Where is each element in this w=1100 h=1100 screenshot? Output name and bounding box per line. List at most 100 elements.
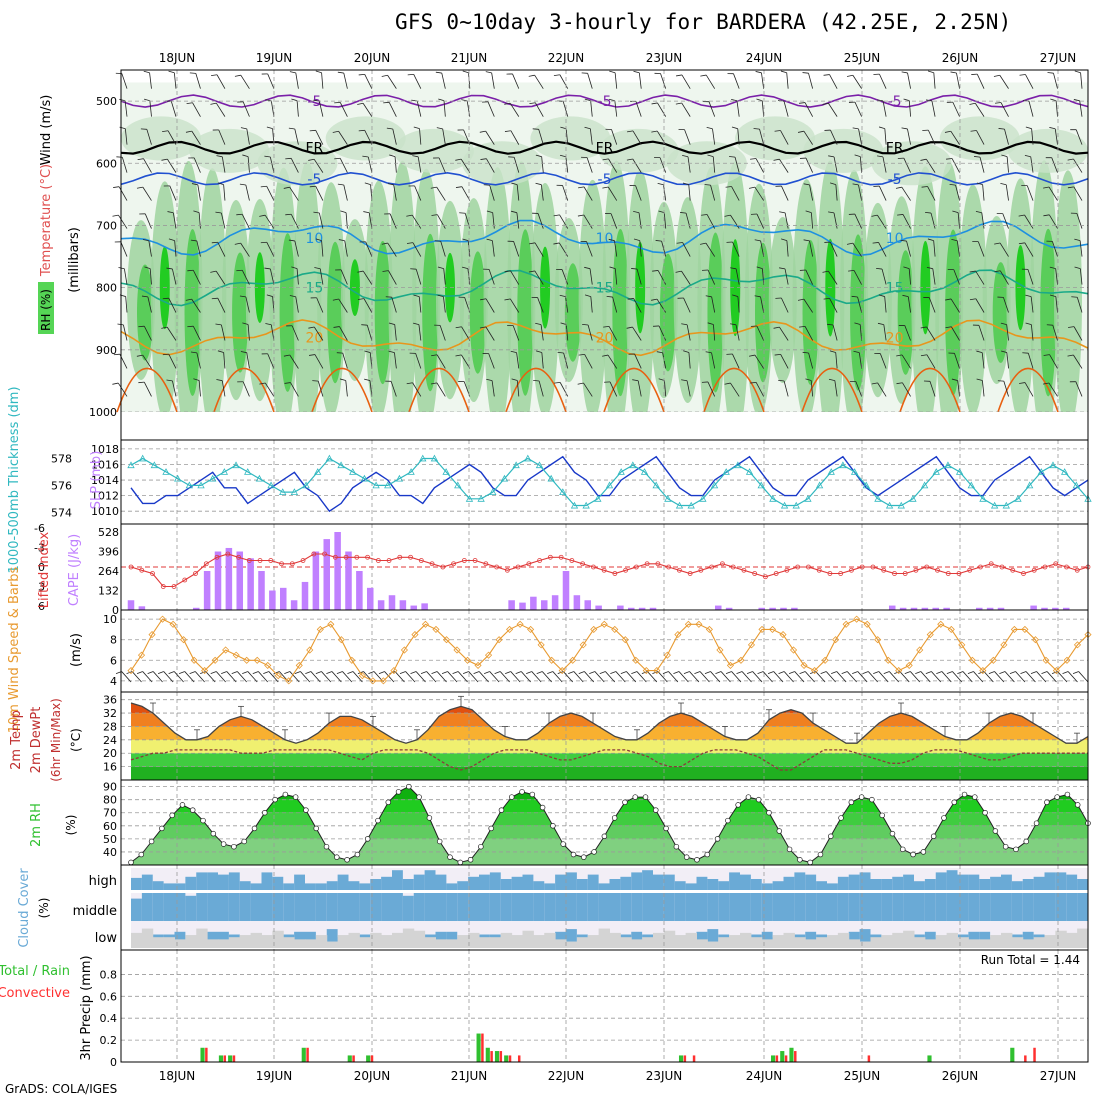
cloud-middle-cell xyxy=(772,893,784,921)
cloud-low-clear xyxy=(424,937,436,948)
rh2m-point xyxy=(941,815,947,821)
wind-barb xyxy=(430,382,446,397)
wind-barb xyxy=(259,382,275,397)
wind-barb xyxy=(1009,671,1026,683)
li-point xyxy=(279,561,284,567)
barb-staff xyxy=(1030,324,1034,341)
barb-staff xyxy=(927,129,936,145)
cloud-high-cell xyxy=(957,874,969,890)
barb-staff xyxy=(1055,296,1058,313)
wind-barb xyxy=(337,183,348,201)
barb-staff xyxy=(290,214,299,229)
temp-band xyxy=(131,753,1088,767)
isotherm-label: 20 xyxy=(886,330,904,346)
thickness-point xyxy=(500,474,509,482)
wind-barb xyxy=(581,156,593,173)
rh-upper-blob xyxy=(735,116,816,161)
barb-flag xyxy=(897,214,904,216)
barb-flag xyxy=(167,211,174,214)
wind-barb xyxy=(871,382,887,397)
wind-barb xyxy=(700,242,716,257)
wind-barb xyxy=(682,154,691,173)
barb-staff xyxy=(321,72,324,89)
barb-flag xyxy=(430,382,437,385)
barb-staff xyxy=(510,671,521,683)
barb-flag xyxy=(462,70,469,74)
wind-point xyxy=(642,667,650,675)
barb-staff xyxy=(1078,671,1089,683)
wind-point xyxy=(1010,625,1018,633)
wind-barb xyxy=(334,157,348,173)
barb-staff xyxy=(999,75,1009,89)
rh2m-point xyxy=(282,791,289,798)
cloud-empty xyxy=(261,921,273,948)
barb-flag xyxy=(162,130,169,132)
barb-staff xyxy=(1006,156,1009,173)
barb-staff xyxy=(542,671,552,683)
isotherm-label: 10 xyxy=(596,231,614,247)
barb-staff xyxy=(313,326,324,341)
cloud-low-cell xyxy=(859,929,871,948)
barb-staff xyxy=(247,671,258,683)
barb-flag xyxy=(1025,126,1032,130)
wind-barb xyxy=(1000,182,1009,201)
cloud-empty xyxy=(827,868,839,890)
barb-staff xyxy=(1005,184,1009,201)
li-point xyxy=(827,571,833,576)
rh2m-point xyxy=(776,828,783,834)
wind-barb xyxy=(703,101,716,117)
wind-barb xyxy=(508,156,520,173)
barb-flag xyxy=(554,381,561,384)
rh-blob-core xyxy=(802,239,819,386)
rh2m-point xyxy=(128,859,134,866)
wind-barb xyxy=(828,155,838,173)
thickness-point xyxy=(769,494,777,502)
li-point xyxy=(892,571,897,576)
barb-staff xyxy=(590,296,593,313)
barb-staff xyxy=(246,128,250,145)
isotherm-label: 15 xyxy=(305,281,323,297)
barb-staff xyxy=(338,131,348,145)
rh-tick-label: 50 xyxy=(103,833,117,846)
barb-flag xyxy=(1049,294,1056,297)
upper-air-foot xyxy=(121,412,1088,440)
barb-staff xyxy=(681,270,691,285)
wind-barb xyxy=(217,350,226,369)
wind-barb xyxy=(119,98,128,117)
barb-flag xyxy=(381,74,388,77)
wind-barb xyxy=(849,381,862,397)
barb-staff xyxy=(589,128,593,145)
barb-staff xyxy=(538,129,544,145)
barb-staff xyxy=(384,671,395,683)
cloud-high-cell xyxy=(261,872,273,890)
barb-flag xyxy=(803,183,810,186)
cloud-low-clear xyxy=(707,941,719,948)
barb-flag xyxy=(193,378,200,381)
precip-tick-label: 0 xyxy=(110,1056,117,1069)
barb-flag xyxy=(700,242,707,245)
wind-barb xyxy=(239,295,250,313)
barb-flag xyxy=(753,128,760,130)
wind-barb xyxy=(166,267,177,285)
cloud-middle-cell xyxy=(337,893,349,921)
barb-flag xyxy=(609,70,616,74)
barb-staff xyxy=(735,324,740,341)
wind-point xyxy=(537,641,545,649)
cloud-middle-cell xyxy=(228,893,241,921)
cloud-middle-cell xyxy=(370,893,382,921)
barb-flag xyxy=(603,326,610,328)
barb-flag xyxy=(217,350,224,353)
barb-staff xyxy=(171,268,177,285)
thickness-point xyxy=(780,501,789,509)
barb-staff xyxy=(705,74,716,89)
rain-bar xyxy=(1010,1047,1015,1062)
convective-bar xyxy=(784,1055,788,1062)
cape-bar xyxy=(1052,607,1059,610)
wind-barb xyxy=(1046,240,1058,257)
minmax-axis-label: (6hr Min/Max) xyxy=(49,698,63,782)
cloud-middle-cell xyxy=(315,893,328,921)
li-tick-label: 0 xyxy=(38,561,45,574)
thickness-point xyxy=(1049,461,1057,469)
wind-barb xyxy=(1000,350,1009,369)
wind-point xyxy=(316,625,324,633)
